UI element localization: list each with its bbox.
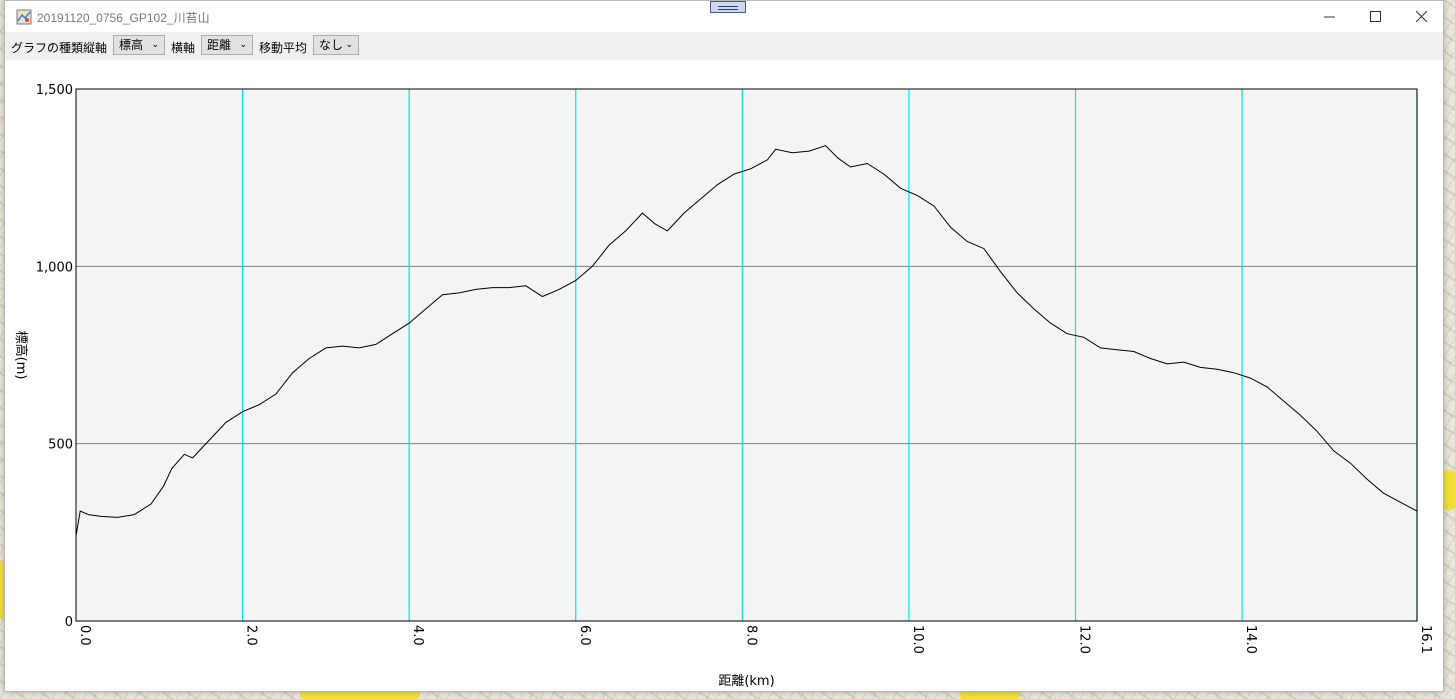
vertical-axis-label: 縦軸 (83, 41, 108, 55)
close-icon (1415, 11, 1427, 22)
vertical-axis-value: 標高 (119, 38, 144, 52)
minimize-icon (1323, 16, 1335, 18)
y-tick-label: 0 (65, 615, 73, 630)
y-tick-label: 1,500 (36, 83, 73, 98)
map-app-icon (16, 9, 32, 25)
elevation-line (75, 145, 1418, 536)
chevron-down-icon: ⌄ (239, 40, 247, 50)
x-tick-label: 8.0 (743, 625, 758, 646)
close-button[interactable] (1398, 1, 1444, 32)
x-tick-label: 12.0 (1077, 625, 1092, 654)
horizontal-axis-label: 横軸 (171, 41, 196, 55)
horizontal-axis-select[interactable]: 距離 ⌄ (201, 35, 253, 55)
maximize-button[interactable] (1352, 1, 1398, 32)
minimize-button[interactable] (1306, 1, 1352, 32)
elevation-chart[interactable]: 0 500 1,000 1,500 0.0 2.0 4.0 6.0 8.0 10.0 12.0 14.… (5, 60, 1443, 691)
vertical-axis-select[interactable]: 標高 ⌄ (113, 35, 165, 55)
x-tick-label: 14.0 (1243, 625, 1258, 654)
maximize-icon (1369, 11, 1381, 22)
x-tick-label: 10.0 (910, 625, 925, 654)
title-bar[interactable]: 20191120_0756_GP102_川苔山 (5, 1, 1443, 32)
window-title: 20191120_0756_GP102_川苔山 (37, 11, 210, 25)
x-tick-label: 2.0 (244, 625, 259, 646)
chevron-down-icon: ⌄ (151, 40, 159, 50)
horizontal-axis-value: 距離 (207, 38, 232, 52)
chevron-down-icon: ⌄ (345, 40, 353, 50)
x-axis-label: 距離(km) (718, 674, 774, 689)
y-axis-label: 標高(m) (13, 331, 29, 380)
x-tick-label: 16.1 (1418, 625, 1433, 654)
y-tick-label: 1,000 (36, 260, 73, 275)
plot-background (76, 89, 1417, 621)
moving-average-select[interactable]: なし ⌄ (313, 35, 359, 55)
y-tick-label: 500 (48, 438, 73, 453)
x-tick-label: 4.0 (410, 625, 425, 646)
grip-icon[interactable] (710, 1, 746, 13)
graph-type-label: グラフの種類 (11, 41, 84, 55)
x-tick-label: 0.0 (77, 625, 92, 646)
x-tick-label: 6.0 (577, 625, 592, 646)
plot-frame (75, 88, 1418, 622)
graph-window: 20191120_0756_GP102_川苔山 グラフの種類 縦軸 標高 ⌄ 横… (4, 0, 1444, 692)
chart-container: 0 500 1,000 1,500 0.0 2.0 4.0 6.0 8.0 10.0 12.0 14.… (5, 60, 1443, 691)
toolbar: グラフの種類 縦軸 標高 ⌄ 横軸 距離 ⌄ 移動平均 なし ⌄ (5, 32, 1443, 60)
moving-average-value: なし (319, 38, 344, 52)
moving-average-label: 移動平均 (259, 41, 308, 55)
